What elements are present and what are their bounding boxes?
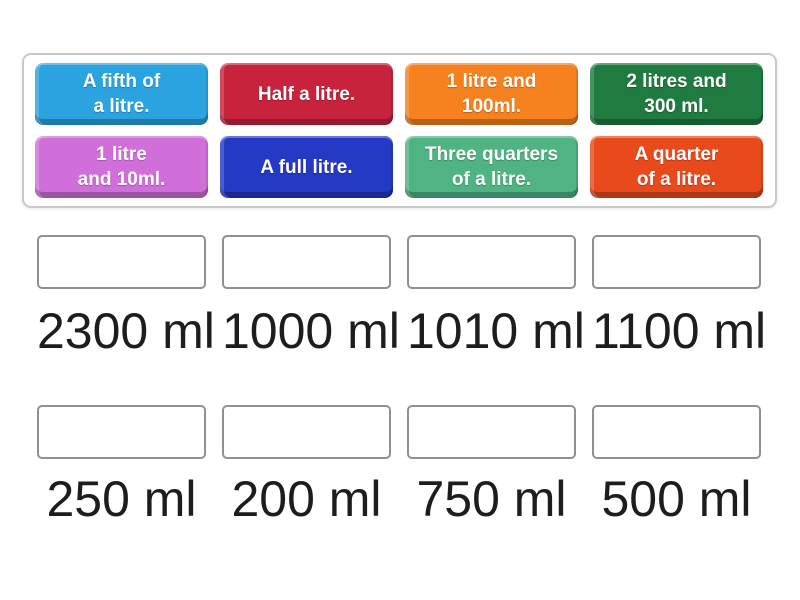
answer-label-2300ml: 2300 ml xyxy=(37,303,215,359)
drop-zone-250ml[interactable] xyxy=(37,405,206,459)
answer-label-row-1: 2300 ml 1000 ml 1010 ml 1100 ml xyxy=(37,303,767,359)
drop-zone-row-1 xyxy=(37,235,763,289)
drop-zone-1000ml[interactable] xyxy=(222,235,391,289)
tile-half-a-litre[interactable]: Half a litre. xyxy=(220,63,393,125)
drop-zone-500ml[interactable] xyxy=(592,405,761,459)
answer-label-1000ml: 1000 ml xyxy=(222,303,400,359)
tile-2-litres-and-300ml[interactable]: 2 litres and 300 ml. xyxy=(590,63,763,125)
answer-label-200ml: 200 ml xyxy=(231,471,382,527)
tile-three-quarters-of-a-litre[interactable]: Three quarters of a litre. xyxy=(405,136,578,198)
drop-zone-row-2 xyxy=(37,405,763,459)
answer-label-750ml: 750 ml xyxy=(416,471,567,527)
drop-zone-750ml[interactable] xyxy=(407,405,576,459)
answer-label-row-2: 250 ml 200 ml 750 ml 500 ml xyxy=(37,471,763,527)
drop-zone-1010ml[interactable] xyxy=(407,235,576,289)
answer-label-250ml: 250 ml xyxy=(46,471,197,527)
tile-1-litre-and-100ml[interactable]: 1 litre and 100ml. xyxy=(405,63,578,125)
drop-zone-2300ml[interactable] xyxy=(37,235,206,289)
drop-zone-200ml[interactable] xyxy=(222,405,391,459)
drop-zone-1100ml[interactable] xyxy=(592,235,761,289)
tile-tray: A fifth of a litre. Half a litre. 1 litr… xyxy=(22,53,777,208)
tile-a-quarter-of-a-litre[interactable]: A quarter of a litre. xyxy=(590,136,763,198)
answer-label-1100ml: 1100 ml xyxy=(592,303,767,359)
answer-label-500ml: 500 ml xyxy=(601,471,752,527)
tile-a-fifth-of-a-litre[interactable]: A fifth of a litre. xyxy=(35,63,208,125)
tile-a-full-litre[interactable]: A full litre. xyxy=(220,136,393,198)
answer-label-1010ml: 1010 ml xyxy=(407,303,585,359)
tile-1-litre-and-10ml[interactable]: 1 litre and 10ml. xyxy=(35,136,208,198)
